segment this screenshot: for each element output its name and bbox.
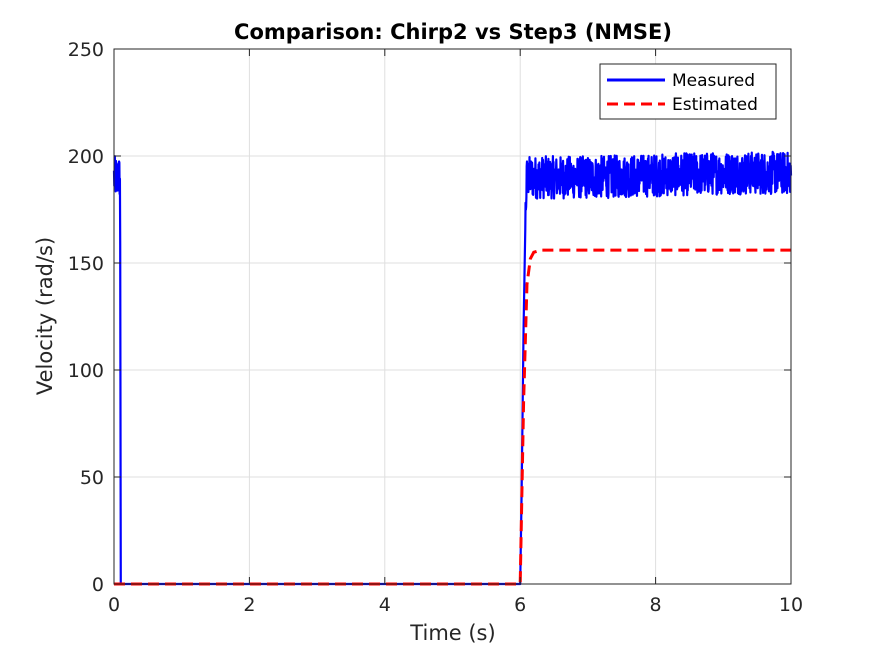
legend-label-estimated: Estimated bbox=[672, 95, 758, 115]
x-tick-label: 4 bbox=[379, 594, 391, 616]
x-tick-label: 8 bbox=[650, 594, 662, 616]
x-tick-label: 10 bbox=[779, 594, 803, 616]
series-line-estimated bbox=[114, 248, 791, 586]
x-tick-label: 0 bbox=[108, 594, 120, 616]
y-tick-label: 100 bbox=[68, 360, 104, 382]
y-tick-label: 250 bbox=[68, 39, 104, 61]
x-tick-label: 6 bbox=[514, 594, 526, 616]
legend-box bbox=[599, 63, 777, 120]
x-tick-label: 2 bbox=[243, 594, 255, 616]
y-axis-label: Velocity (rad/s) bbox=[33, 237, 57, 395]
plot-frame bbox=[113, 48, 792, 585]
legend-label-measured: Measured bbox=[672, 71, 755, 91]
chart-title: Comparison: Chirp2 vs Step3 (NMSE) bbox=[234, 20, 672, 44]
y-tick-label: 0 bbox=[92, 574, 104, 596]
plot-area bbox=[114, 49, 791, 584]
legend: Measured Estimated bbox=[599, 63, 777, 120]
y-tick-label: 50 bbox=[80, 467, 104, 489]
grid bbox=[113, 48, 792, 585]
y-tick-label: 150 bbox=[68, 253, 104, 275]
x-axis-label: Time (s) bbox=[409, 621, 495, 645]
y-tick-label: 200 bbox=[68, 146, 104, 168]
